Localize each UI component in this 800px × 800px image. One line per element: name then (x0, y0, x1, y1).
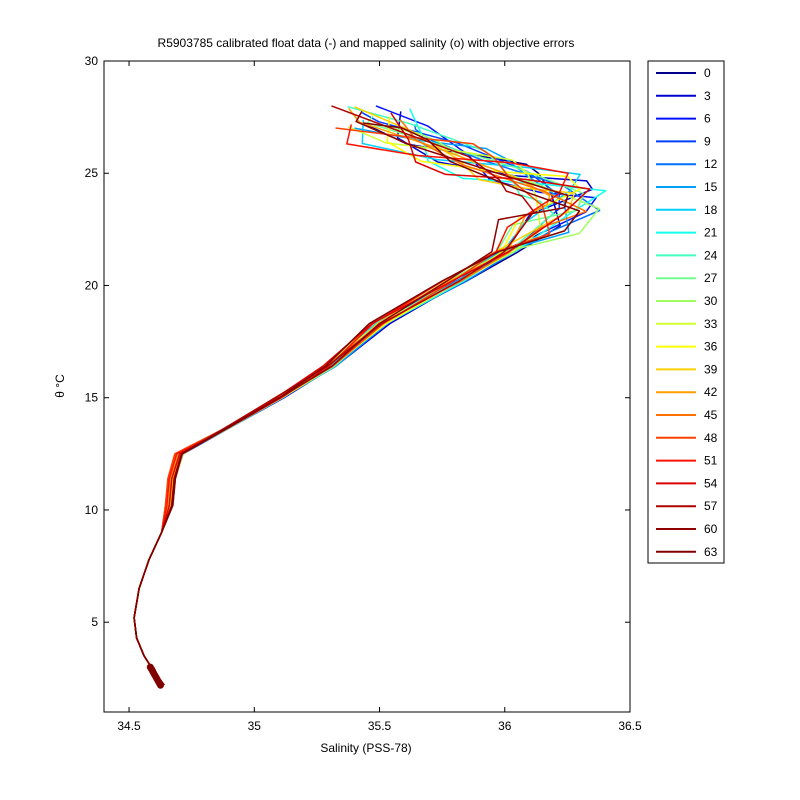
legend-label: 0 (704, 66, 711, 80)
legend-label: 18 (704, 203, 718, 217)
plot-frame (103, 60, 631, 713)
y-tick-label: 30 (85, 54, 99, 68)
mapped-salinity-marker (157, 681, 164, 689)
x-tick-label: 36.5 (618, 719, 642, 733)
chart-title: R5903785 calibrated float data (-) and m… (158, 36, 575, 50)
legend-label: 21 (704, 226, 718, 240)
legend-label: 48 (704, 431, 718, 445)
y-tick-label: 10 (85, 503, 99, 517)
x-axis: 34.5 35 35.5 36 36.5 (117, 61, 642, 733)
legend-label: 39 (704, 362, 718, 376)
y-axis: 5 10 15 20 25 30 (85, 54, 630, 629)
y-tick-label: 25 (85, 166, 99, 180)
x-tick-label: 35.5 (368, 719, 392, 733)
legend-label: 9 (704, 134, 711, 148)
legend-label: 24 (704, 248, 718, 262)
x-tick-label: 35 (248, 719, 262, 733)
series-line-63 (133, 122, 581, 686)
x-axis-label: Salinity (PSS-78) (320, 741, 411, 755)
legend-label: 51 (704, 454, 718, 468)
x-tick-label: 36 (498, 719, 512, 733)
legend-label: 57 (704, 499, 718, 513)
legend-label: 3 (704, 89, 711, 103)
legend-label: 12 (704, 157, 718, 171)
y-tick-label: 15 (85, 391, 99, 405)
legend-label: 6 (704, 112, 711, 126)
legend-label: 54 (704, 476, 718, 490)
y-tick-label: 20 (85, 278, 99, 292)
legend-label: 15 (704, 180, 718, 194)
legend-label: 45 (704, 408, 718, 422)
plot-area (104, 61, 630, 712)
y-tick-label: 5 (91, 615, 98, 629)
legend-label: 33 (704, 317, 718, 331)
legend-label: 36 (704, 340, 718, 354)
series-layer (133, 105, 607, 689)
legend-label: 30 (704, 294, 718, 308)
legend-box (647, 60, 725, 564)
y-axis-label: θ °C (53, 374, 67, 398)
legend-label: 27 (704, 271, 718, 285)
x-tick-label: 34.5 (117, 719, 141, 733)
legend-label: 63 (704, 545, 718, 559)
legend-label: 60 (704, 522, 718, 536)
legend-label: 42 (704, 385, 718, 399)
